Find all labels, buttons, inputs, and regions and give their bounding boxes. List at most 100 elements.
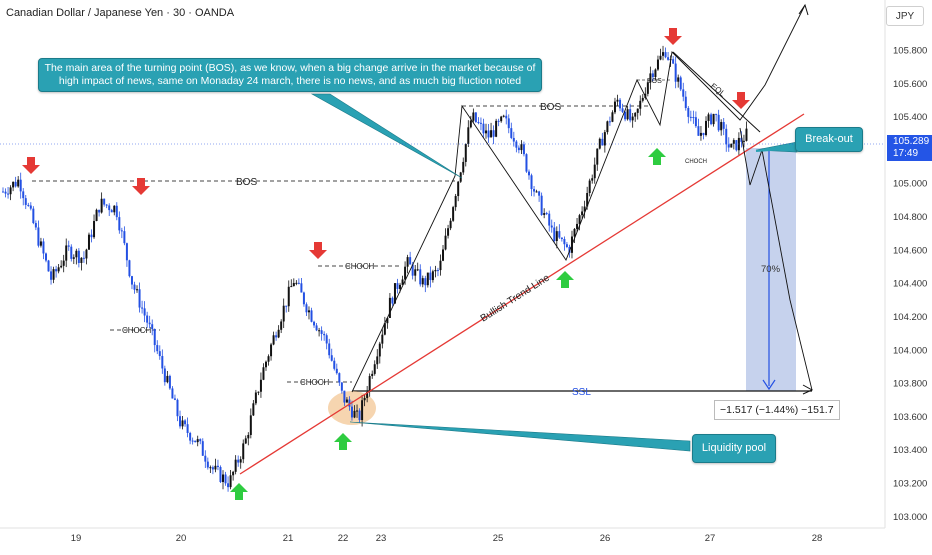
candle-body — [350, 406, 353, 418]
candle-body — [391, 297, 394, 304]
candle — [447, 224, 450, 239]
candle — [366, 386, 369, 403]
candle — [543, 208, 546, 219]
candle-body — [206, 461, 209, 468]
candle-body — [249, 415, 252, 435]
candle-body — [295, 282, 298, 284]
candle-body — [735, 140, 738, 151]
candle-body — [184, 420, 187, 425]
candles — [2, 45, 748, 492]
candle-body — [462, 161, 465, 173]
candle — [249, 408, 252, 439]
candle-body — [340, 382, 343, 391]
candle — [381, 329, 384, 349]
candle — [510, 122, 513, 140]
candle-body — [130, 276, 133, 285]
choch-label-4: CHOCH — [685, 159, 707, 165]
candle — [396, 278, 399, 294]
candle-body — [601, 138, 604, 146]
candle — [146, 311, 149, 328]
candle — [93, 214, 96, 239]
candle — [692, 110, 695, 124]
candle — [356, 404, 359, 418]
candle — [497, 118, 500, 127]
choch-label-3: CHOCH — [300, 378, 330, 387]
candle-body — [722, 122, 725, 129]
candle-body — [82, 257, 85, 259]
candle — [535, 189, 538, 193]
candle — [259, 372, 262, 398]
candle — [292, 278, 295, 287]
candle-body — [285, 305, 288, 307]
candle — [168, 374, 171, 390]
candle-body — [454, 196, 457, 208]
candle — [677, 74, 680, 88]
candle — [613, 97, 616, 115]
candle — [376, 349, 379, 369]
candle — [606, 120, 609, 135]
candle-body — [328, 343, 331, 356]
candle — [90, 229, 93, 243]
price-tick-label: 104.800 — [893, 212, 927, 223]
candle — [153, 328, 156, 353]
candle — [495, 118, 498, 138]
candle-body — [90, 234, 93, 238]
candle-body — [12, 181, 15, 188]
candle — [596, 148, 599, 171]
candle-body — [115, 205, 118, 218]
candle-body — [692, 117, 695, 119]
candle — [553, 222, 556, 244]
candle — [619, 97, 622, 112]
candle — [206, 457, 209, 470]
candle-body — [141, 307, 144, 309]
candle — [125, 242, 128, 267]
candle-body — [431, 271, 434, 281]
candle-body — [563, 239, 566, 245]
time-tick-label: 28 — [812, 533, 823, 544]
candle-body — [406, 257, 409, 267]
candle-body — [530, 175, 533, 190]
candle — [667, 52, 670, 61]
candle-body — [712, 113, 715, 125]
current-price-tag: 105.289 17:49 — [887, 135, 932, 161]
candle-body — [694, 117, 697, 127]
candle — [639, 95, 642, 116]
candle — [444, 228, 447, 251]
candle-body — [467, 127, 470, 144]
candle — [409, 251, 412, 265]
candle-body — [457, 181, 460, 197]
candle-body — [297, 282, 300, 284]
candle — [371, 370, 374, 379]
candle-body — [469, 120, 472, 128]
candle — [601, 132, 604, 146]
candle-body — [361, 400, 364, 421]
candle-body — [277, 329, 280, 338]
candle — [664, 47, 667, 59]
candle-body — [163, 368, 166, 383]
candle — [401, 275, 404, 286]
candle-body — [216, 465, 219, 468]
candle-body — [110, 210, 113, 213]
eql-line — [672, 51, 761, 133]
candle-body — [383, 323, 386, 335]
candle-body — [310, 310, 313, 322]
candle-body — [214, 465, 217, 470]
candle — [22, 188, 25, 206]
candle-body — [598, 138, 601, 149]
candle — [7, 186, 10, 199]
candle-body — [24, 198, 27, 205]
candle-body — [517, 147, 520, 151]
currency-button[interactable]: JPY — [886, 6, 924, 26]
candle — [699, 125, 702, 141]
candle — [502, 114, 505, 118]
candle-body — [705, 120, 708, 136]
candle — [229, 469, 232, 490]
bullish-trend-line[interactable] — [239, 113, 805, 475]
candle — [454, 193, 457, 211]
candle-body — [358, 410, 361, 421]
candle — [472, 108, 475, 123]
candle-body — [100, 198, 103, 213]
candle — [434, 265, 437, 278]
candle-body — [272, 335, 275, 345]
candle-body — [576, 223, 579, 229]
